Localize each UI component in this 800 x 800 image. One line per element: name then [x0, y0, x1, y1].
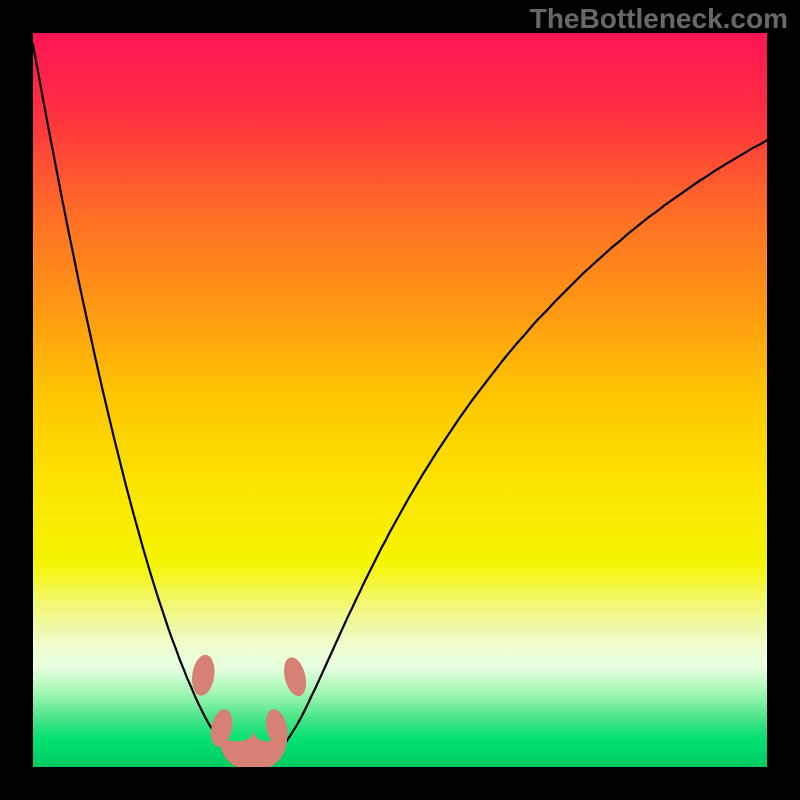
curve-layer: [33, 33, 767, 767]
bottleneck-curve: [33, 44, 767, 766]
data-marker: [280, 655, 310, 698]
credit-watermark: TheBottleneck.com: [530, 3, 788, 35]
plot-area: [33, 33, 767, 767]
canvas: TheBottleneck.com: [0, 0, 800, 800]
